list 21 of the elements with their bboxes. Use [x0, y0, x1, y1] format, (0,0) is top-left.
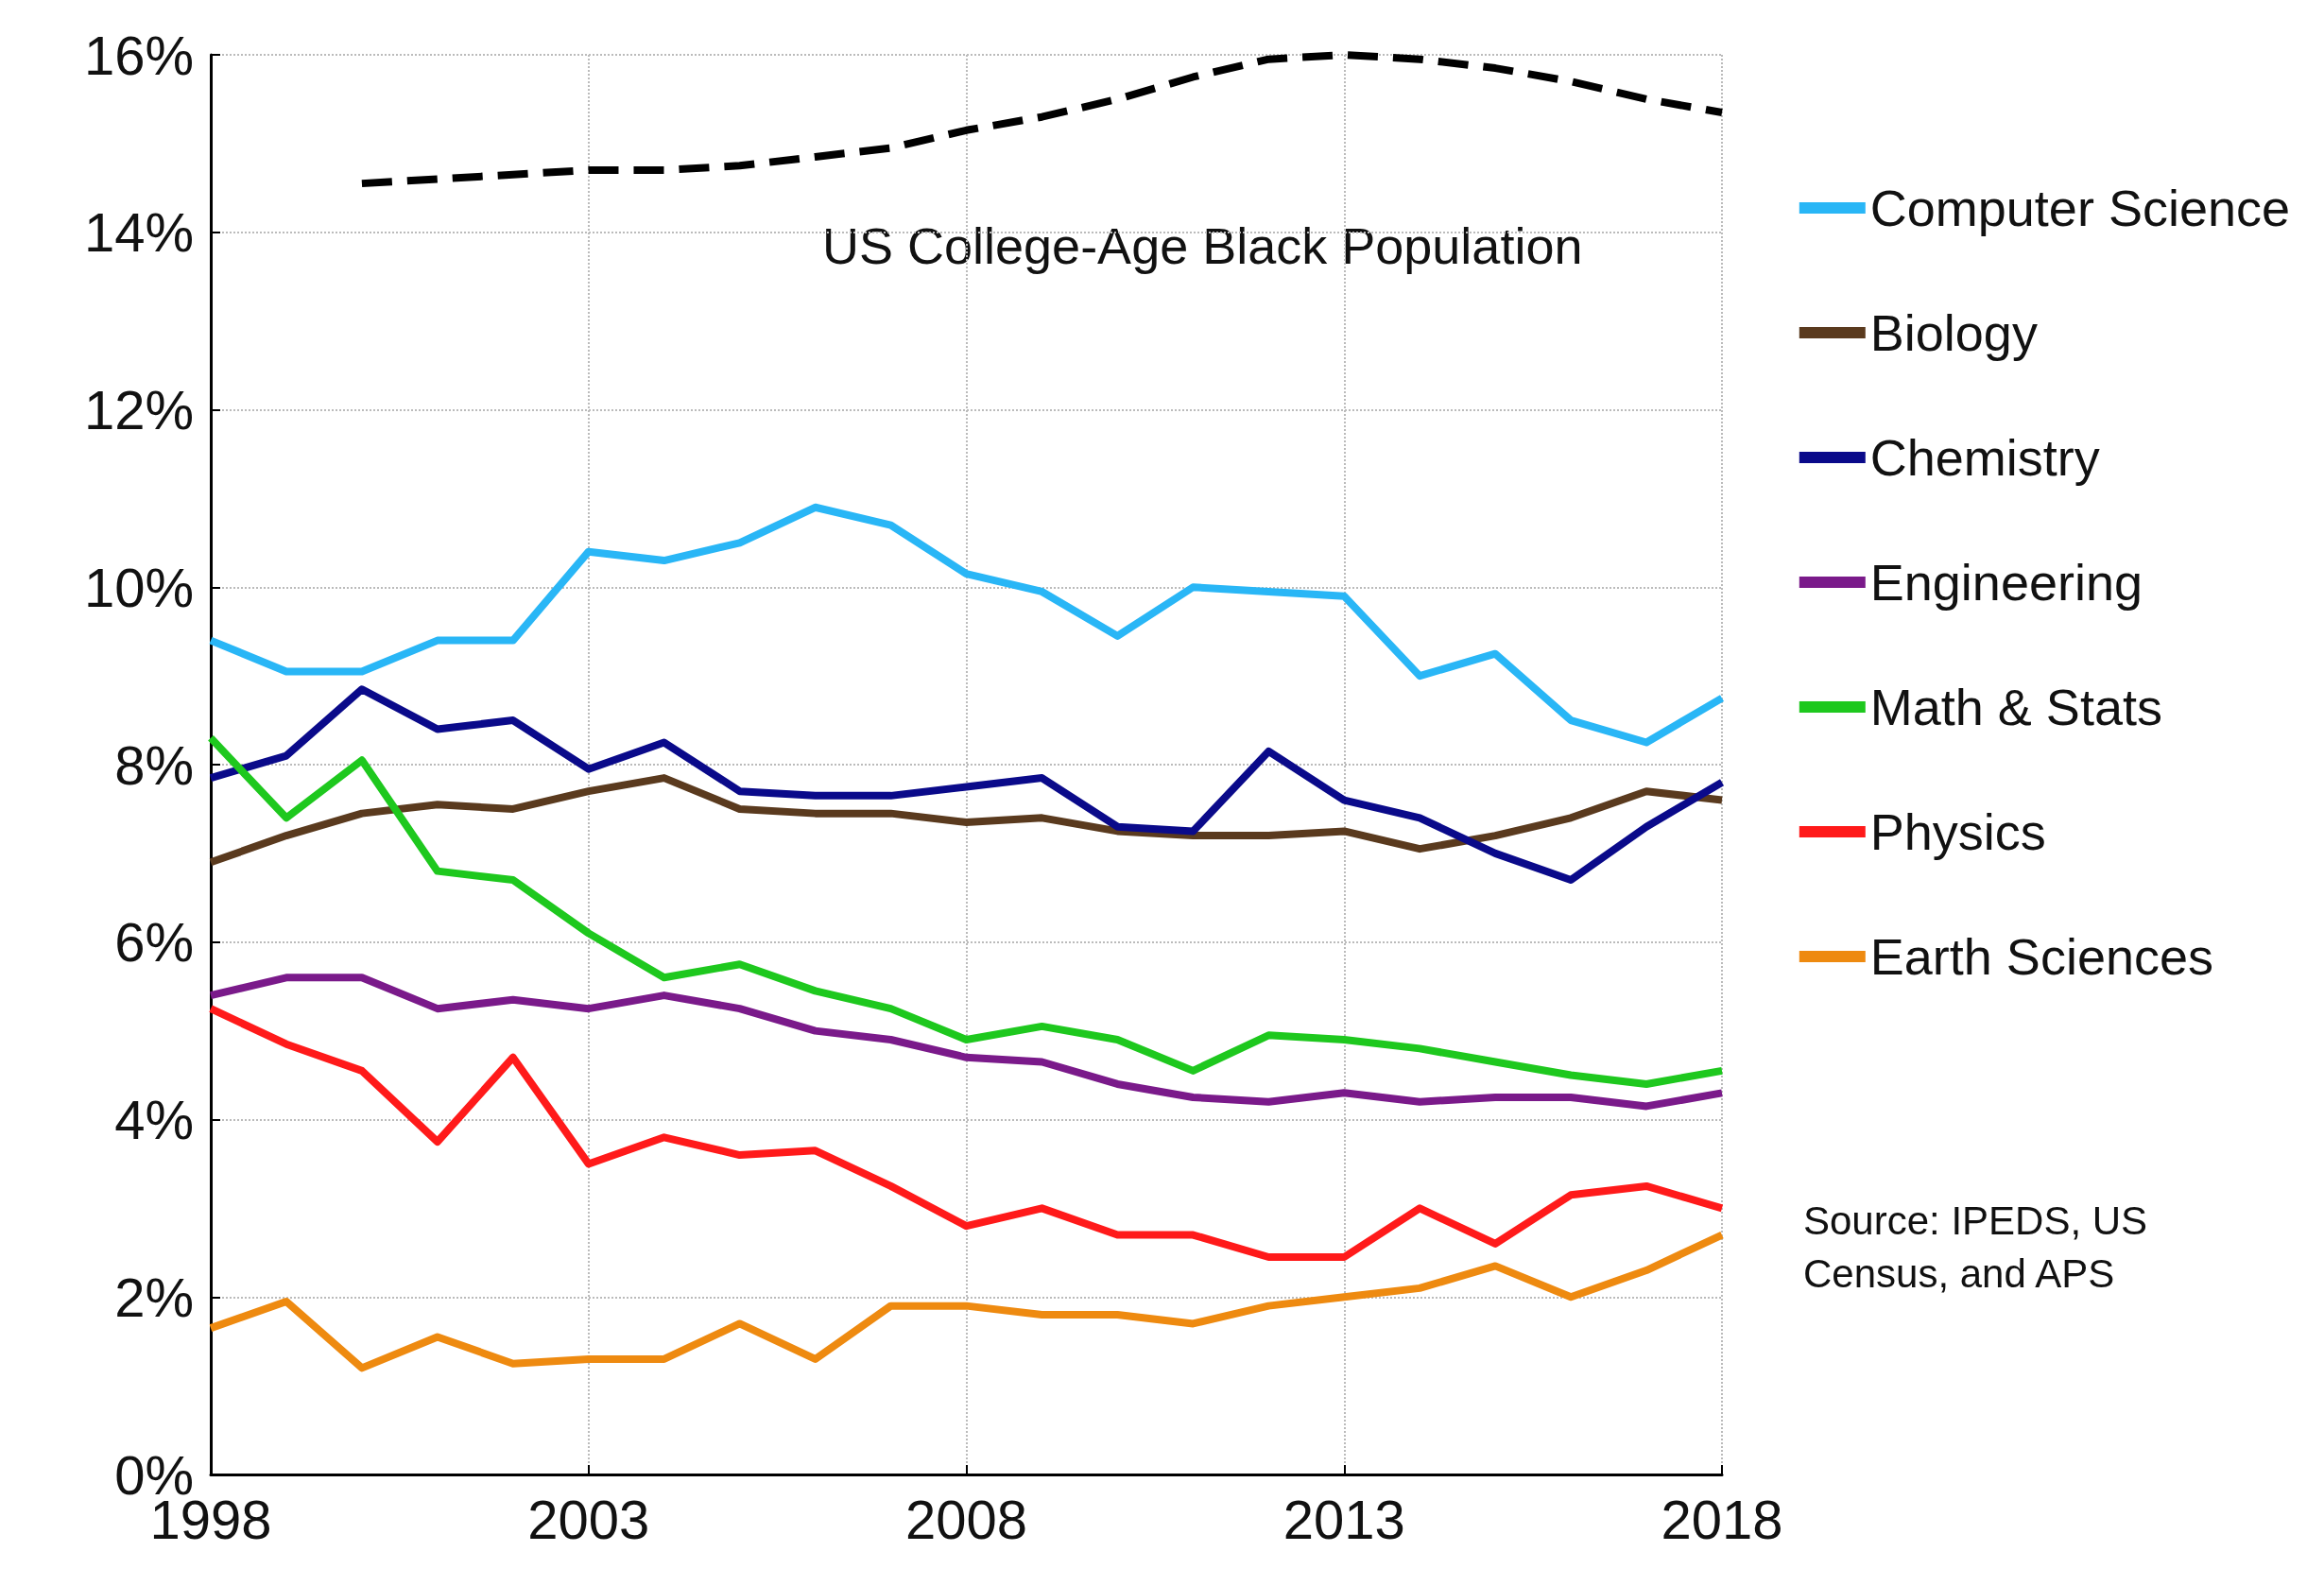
- source-note: Source: IPEDS, US Census, and APS: [1803, 1198, 2159, 1296]
- y-tick-label: 14%: [83, 201, 194, 264]
- x-tick-label: 2003: [527, 1488, 650, 1550]
- legend-label: Biology: [1869, 304, 2038, 361]
- y-tick-label: 4%: [114, 1089, 194, 1150]
- y-tick-label: 2%: [114, 1266, 194, 1328]
- x-tick-label: 2018: [1661, 1488, 1783, 1550]
- legend-label: Computer Science: [1869, 180, 2291, 236]
- series-label: US College-Age Black Population: [822, 217, 1583, 274]
- x-tick-label: 2008: [904, 1488, 1028, 1550]
- legend-label: Math & Stats: [1869, 679, 2162, 735]
- y-tick-label: 8%: [114, 733, 194, 796]
- x-tick-label: 2013: [1283, 1488, 1405, 1550]
- legend-label: Chemistry: [1869, 429, 2100, 486]
- legend-label: Engineering: [1869, 554, 2143, 611]
- y-tick-label: 16%: [83, 24, 194, 86]
- legend-label: Earth Sciences: [1869, 928, 2213, 985]
- y-tick-label: 10%: [83, 556, 194, 618]
- y-tick-label: 12%: [83, 379, 194, 440]
- legend-label: Physics: [1869, 803, 2046, 860]
- y-tick-label: 6%: [114, 911, 194, 974]
